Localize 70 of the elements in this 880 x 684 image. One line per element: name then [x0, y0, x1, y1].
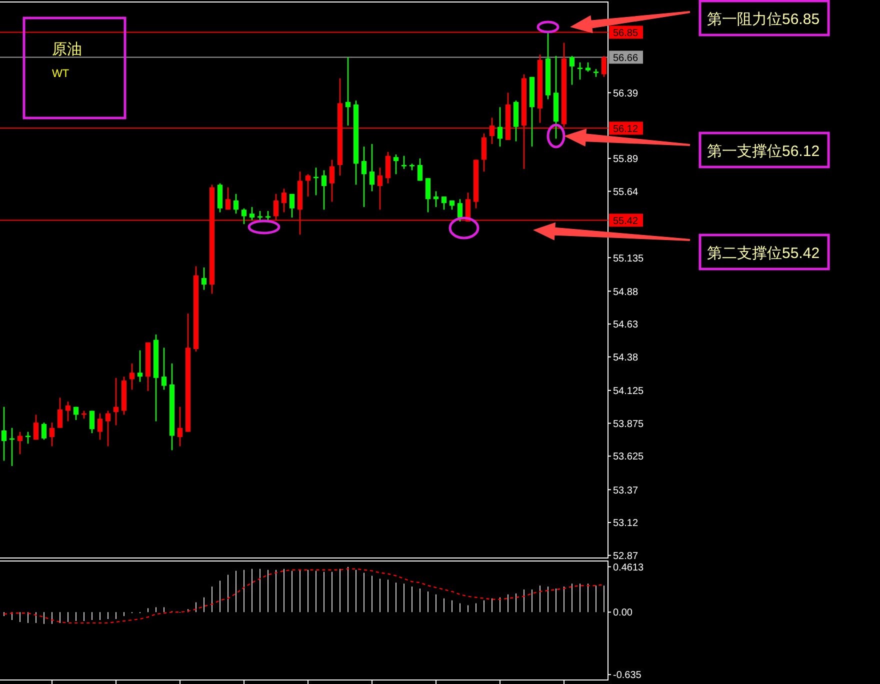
- y-tick-label: 54.63: [613, 320, 638, 331]
- y-tick-label: 53.625: [613, 452, 644, 463]
- y-tick-label: 55.89: [613, 154, 638, 166]
- candlestick: [50, 422, 54, 447]
- candlestick: [578, 62, 582, 80]
- candlestick: [570, 55, 574, 86]
- candlestick: [90, 410, 94, 434]
- ref-line-label: 56.66: [613, 52, 638, 64]
- candlestick: [322, 170, 326, 210]
- candlestick: [378, 167, 382, 210]
- candlestick: [498, 106, 502, 148]
- candlestick: [226, 186, 230, 210]
- candlestick: [586, 62, 590, 72]
- candlestick: [362, 146, 366, 208]
- candlestick: [74, 406, 78, 421]
- candlestick: [330, 159, 334, 202]
- y-tick-label: 54.88: [613, 286, 638, 298]
- y-tick-label: 53.875: [613, 418, 644, 430]
- candlestick: [402, 155, 406, 170]
- candlestick: [66, 400, 70, 422]
- candlestick: [138, 350, 142, 382]
- y-tick-label: 55.64: [613, 186, 638, 198]
- text: 第一阻力位56.85: [707, 11, 820, 28]
- candlestick: [58, 397, 62, 428]
- text: 第二支撑位55.42: [707, 245, 820, 262]
- y-tick-label: -0.635: [613, 670, 642, 682]
- candlestick: [458, 198, 462, 222]
- ref-line-label: 56.85: [613, 28, 638, 39]
- candlestick: [18, 431, 22, 455]
- candlestick: [106, 410, 110, 447]
- candlestick: [250, 206, 254, 221]
- candlestick: [370, 143, 374, 192]
- candlestick: [242, 208, 246, 225]
- y-tick-label: 0.4613: [613, 562, 644, 574]
- candlestick: [282, 188, 286, 213]
- y-tick-label: 0.00: [613, 608, 633, 619]
- candlestick: [130, 362, 134, 390]
- candlestick: [34, 414, 38, 440]
- candlestick: [426, 178, 430, 213]
- candlestick: [202, 266, 206, 290]
- candlestick: [346, 56, 350, 126]
- candlestick: [290, 193, 294, 218]
- candlestick: [482, 132, 486, 172]
- candlestick: [98, 412, 102, 440]
- y-tick-label: 53.12: [613, 518, 638, 530]
- y-tick-label: 52.87: [613, 550, 638, 562]
- candlestick: [394, 154, 398, 175]
- candlestick: [2, 406, 6, 462]
- text: WT: [52, 68, 70, 80]
- ref-line-label: 55.42: [613, 216, 638, 227]
- y-tick-label: 54.38: [613, 352, 638, 364]
- candlestick: [434, 190, 438, 208]
- y-tick-label: 55.135: [613, 253, 644, 264]
- text: 第一支撑位56.12: [707, 143, 820, 160]
- candlestick: [442, 196, 446, 210]
- text: 原油: [52, 41, 82, 58]
- y-tick-label: 54.125: [613, 386, 644, 398]
- y-tick-label: 56.39: [613, 88, 638, 100]
- ref-line-label: 56.12: [613, 124, 638, 135]
- candlestick: [42, 422, 46, 440]
- candlestick: [602, 55, 606, 78]
- candlestick: [306, 174, 310, 198]
- candlestick: [218, 182, 222, 213]
- candlestick: [178, 406, 182, 447]
- candlestick: [162, 347, 166, 390]
- candlestick: [234, 193, 238, 214]
- candlestick: [386, 151, 390, 184]
- y-tick-label: 53.37: [613, 485, 638, 496]
- candlestick: [114, 377, 118, 426]
- candlestick: [418, 158, 422, 182]
